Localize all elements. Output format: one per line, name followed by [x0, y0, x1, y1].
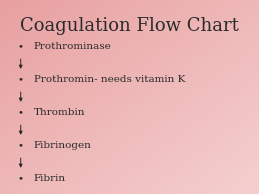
Text: •: • — [18, 141, 24, 150]
Text: •: • — [18, 174, 24, 183]
Text: Fibrin: Fibrin — [34, 174, 66, 183]
Text: •: • — [18, 108, 24, 117]
Text: •: • — [18, 75, 24, 84]
Text: Thrombin: Thrombin — [34, 108, 85, 117]
Text: •: • — [18, 42, 24, 51]
Text: Prothromin- needs vitamin K: Prothromin- needs vitamin K — [34, 75, 185, 84]
Text: Fibrinogen: Fibrinogen — [34, 141, 91, 150]
Text: Coagulation Flow Chart: Coagulation Flow Chart — [20, 17, 239, 36]
Text: Prothrominase: Prothrominase — [34, 42, 111, 51]
